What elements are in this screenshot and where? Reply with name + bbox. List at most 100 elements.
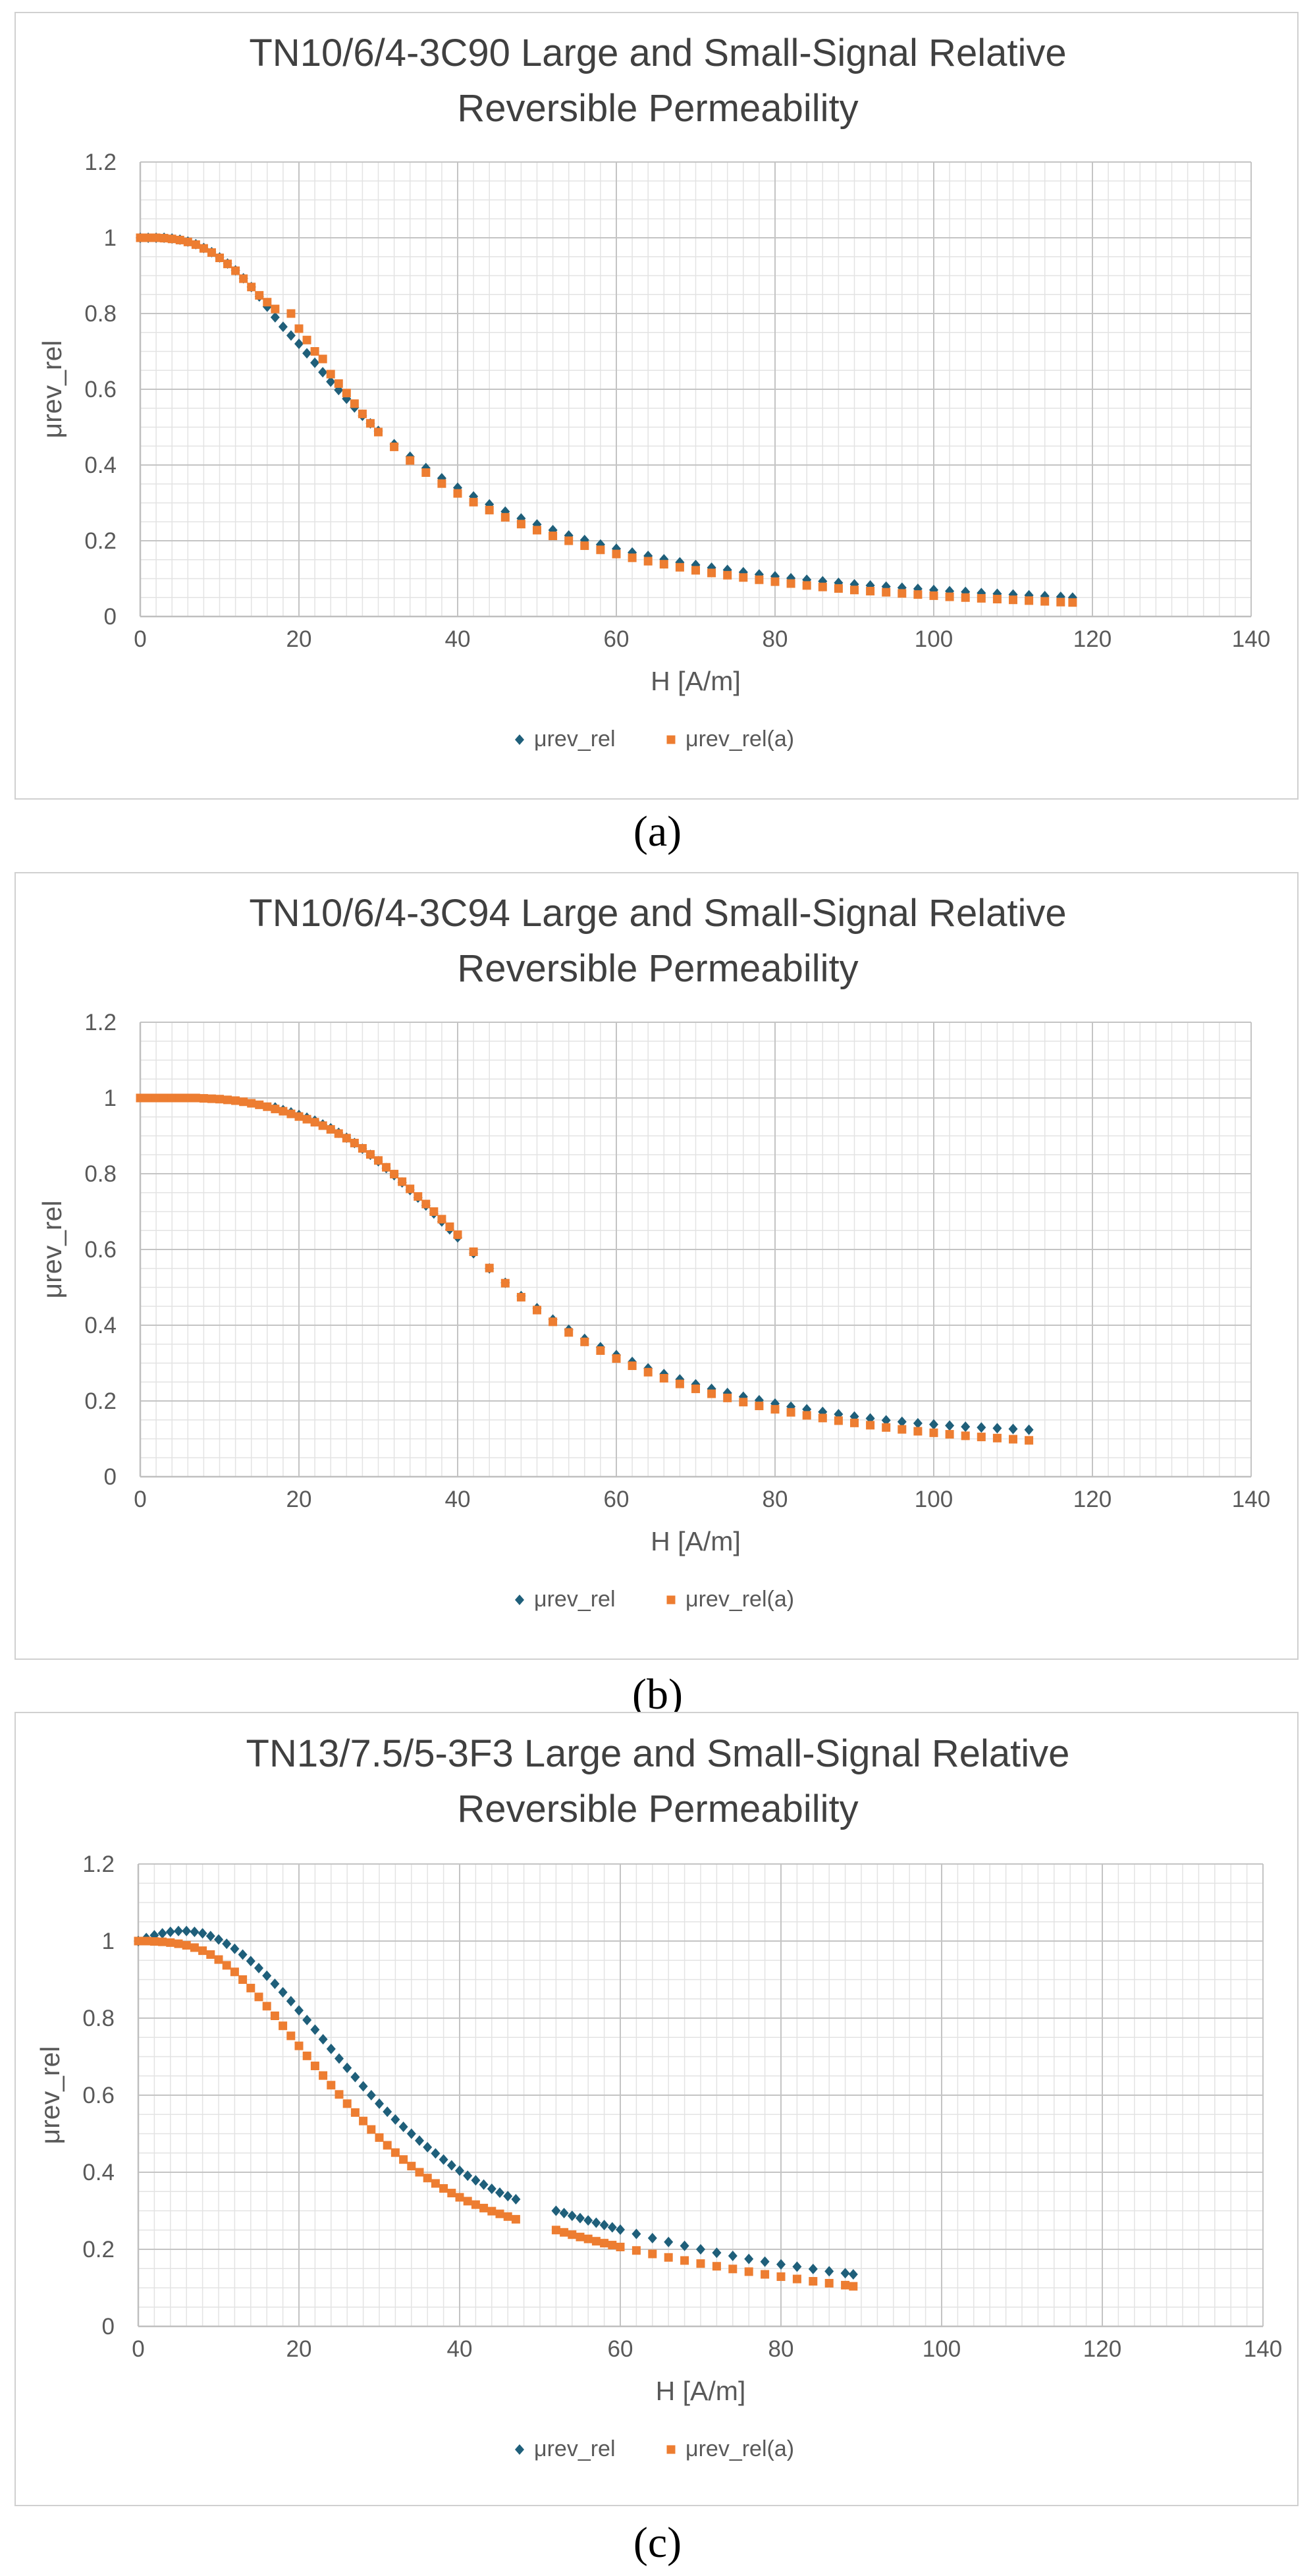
data-point: [406, 2128, 416, 2139]
data-point: [802, 1411, 811, 1420]
x-tick-label: 100: [915, 1487, 953, 1512]
data-point: [834, 1416, 843, 1425]
legend-label: μrev_rel: [534, 2436, 616, 2461]
data-point: [596, 545, 605, 555]
data-point: [182, 1925, 192, 1936]
legend-label: μrev_rel: [534, 726, 616, 752]
data-point: [231, 266, 240, 275]
data-point: [286, 1109, 296, 1118]
data-point: [1025, 596, 1034, 605]
data-point: [174, 1925, 183, 1936]
data-point: [961, 593, 970, 602]
data-point: [564, 536, 574, 545]
data-point: [151, 233, 161, 242]
data-point: [182, 1940, 191, 1950]
data-point: [712, 2247, 722, 2259]
data-point: [342, 389, 351, 398]
data-point: [755, 1401, 764, 1410]
data-point: [463, 2170, 473, 2181]
data-point: [262, 2002, 271, 2011]
data-point: [786, 579, 795, 588]
data-point: [318, 2034, 328, 2045]
data-point: [1056, 597, 1065, 607]
data-point: [215, 253, 224, 262]
data-point: [398, 1177, 407, 1186]
y-tick-label: 0: [104, 604, 117, 630]
x-axis-title: H [A/m]: [651, 1526, 741, 1556]
data-point: [270, 2011, 279, 2020]
data-point: [390, 1170, 399, 1179]
x-tick-label: 140: [1232, 1487, 1270, 1512]
data-point: [722, 1387, 732, 1398]
data-point: [366, 2090, 376, 2100]
data-point: [399, 2155, 408, 2164]
data-point: [607, 2222, 617, 2233]
x-tick-label: 120: [1073, 626, 1112, 652]
series-urev-rel: [136, 233, 1077, 603]
data-point: [882, 1423, 891, 1432]
chart-panel-c: TN13/7.5/5-3F3 Large and Small-Signal Re…: [0, 1703, 1315, 2576]
data-point: [1068, 598, 1077, 607]
data-point: [239, 274, 248, 283]
data-point: [707, 568, 716, 578]
data-point: [580, 1337, 589, 1346]
data-point: [792, 2274, 801, 2284]
data-point: [326, 376, 336, 387]
x-tick-label: 100: [915, 626, 953, 652]
data-point: [383, 2141, 392, 2150]
data-point: [183, 237, 192, 246]
data-point: [659, 560, 668, 569]
data-point: [616, 2242, 625, 2251]
data-point: [263, 1102, 272, 1111]
data-point: [199, 244, 208, 253]
data-point: [567, 2210, 577, 2222]
data-point: [136, 233, 145, 242]
data-point: [675, 1374, 685, 1385]
data-point: [612, 1354, 621, 1363]
legend: μrev_rel μrev_rel(a): [515, 2436, 794, 2461]
data-point: [1008, 1423, 1018, 1435]
data-point: [455, 2165, 464, 2176]
data-point: [848, 2269, 858, 2280]
data-point: [612, 549, 621, 559]
data-point: [207, 1094, 216, 1103]
data-point: [696, 2244, 705, 2255]
y-tick-label: 0.2: [84, 1388, 117, 1414]
x-tick-label: 0: [134, 1487, 146, 1512]
y-tick-label: 0.8: [82, 2006, 115, 2031]
data-point: [157, 1928, 167, 1939]
data-point: [374, 427, 383, 437]
data-point: [818, 1413, 827, 1423]
data-point: [149, 1937, 159, 1946]
data-point: [1040, 597, 1050, 606]
data-point: [255, 290, 264, 300]
data-point: [206, 1950, 215, 1959]
legend-marker: [666, 1595, 676, 1604]
data-point: [335, 2053, 344, 2064]
chart-title-line: TN10/6/4-3C94 Large and Small-Signal Rel…: [249, 892, 1066, 935]
data-point: [961, 1431, 970, 1440]
data-point: [223, 260, 232, 269]
y-tick-label: 1.2: [84, 1010, 117, 1035]
data-point: [326, 2043, 336, 2054]
data-point: [977, 593, 986, 603]
data-point: [786, 1408, 795, 1417]
panel-label-c: (c): [633, 2519, 682, 2567]
data-point: [134, 1936, 143, 1946]
data-point: [439, 2184, 448, 2193]
data-point: [375, 2133, 384, 2142]
data-point: [479, 2203, 489, 2212]
data-point: [350, 2108, 360, 2117]
data-point: [358, 2081, 368, 2092]
data-point: [929, 591, 938, 600]
data-point: [246, 1956, 255, 1967]
data-point: [310, 2024, 320, 2035]
data-point: [335, 2090, 344, 2099]
x-tick-label: 40: [445, 626, 471, 652]
legend-marker: [515, 2444, 524, 2455]
chart-title-line: TN13/7.5/5-3F3 Large and Small-Signal Re…: [246, 1732, 1070, 1775]
data-point: [616, 2224, 625, 2235]
data-point: [479, 2179, 489, 2190]
y-tick-label: 1: [102, 1929, 115, 1954]
x-tick-label: 20: [286, 1487, 312, 1512]
